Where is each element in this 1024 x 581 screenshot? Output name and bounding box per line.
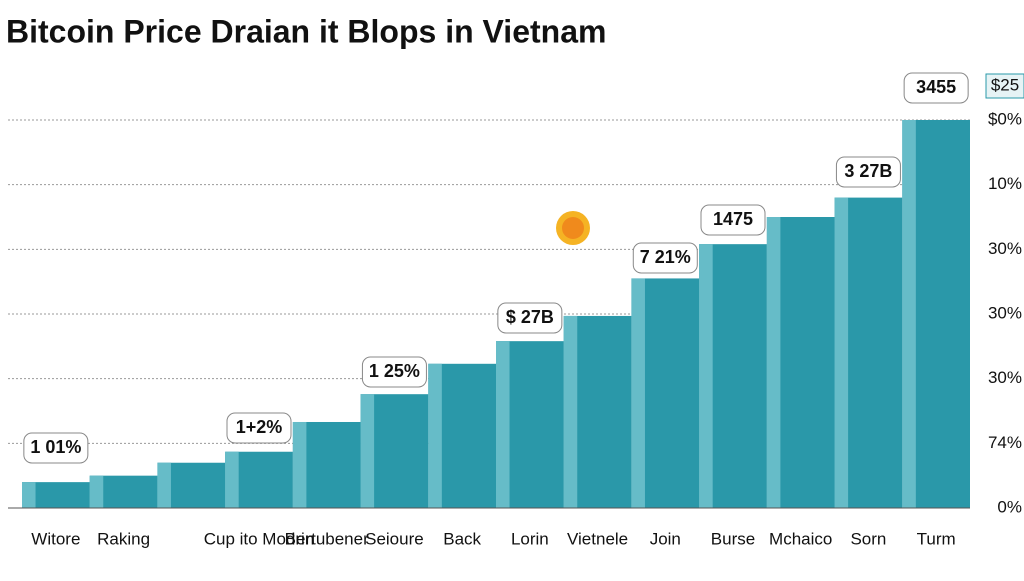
x-tick-label: Turm	[917, 529, 956, 548]
y-tick-label: $0%	[988, 109, 1022, 128]
x-tick-label: Mchaico	[769, 529, 832, 548]
x-tick-label: Bertubener	[285, 529, 369, 548]
bar-highlight	[292, 421, 307, 508]
annotation: $25	[991, 75, 1019, 94]
y-tick-label: 30%	[988, 368, 1022, 387]
bar-highlight	[157, 462, 171, 508]
bar-highlight	[834, 197, 849, 508]
bar-highlight	[22, 482, 36, 508]
x-tick-label: Burse	[711, 529, 755, 548]
annotation: 3455	[916, 77, 956, 97]
callout-box	[361, 356, 427, 388]
annotation: 7 21%	[640, 247, 691, 267]
callout-box	[632, 242, 698, 274]
y-tick-label: 30%	[988, 303, 1022, 322]
y-tick-label: 10%	[988, 174, 1022, 193]
bar-highlight	[766, 217, 781, 508]
annotation: 1 25%	[369, 361, 420, 381]
bar-highlight	[699, 244, 713, 508]
x-tick-label: Join	[650, 529, 681, 548]
annotation: 3 27B	[844, 161, 892, 181]
annotation: $ 27B	[506, 307, 554, 327]
x-tick-label: Lorin	[511, 529, 549, 548]
bar-highlight	[563, 315, 578, 508]
annotation: 1+2%	[236, 417, 283, 437]
x-tick-label: Raking	[97, 529, 150, 548]
y-tick-label: 0%	[997, 497, 1022, 516]
coin-icon-inner	[562, 217, 584, 239]
x-tick-label: Cup ito Modrin	[204, 529, 315, 548]
callout-box	[497, 302, 563, 334]
callout-box	[903, 72, 969, 104]
bar-highlight	[428, 363, 442, 508]
x-tick-label: Seioure	[365, 529, 424, 548]
callout-box	[700, 204, 766, 236]
bar-highlight	[360, 394, 375, 508]
callout-box	[226, 412, 292, 444]
y-tick-label: 74%	[988, 433, 1022, 452]
chart-title: Bitcoin Price Draian it Blops in Vietnam	[6, 13, 606, 49]
bar-highlight	[496, 341, 510, 508]
bar-highlight	[225, 451, 239, 508]
x-tick-label: Sorn	[850, 529, 886, 548]
x-tick-label: Vietnele	[567, 529, 628, 548]
x-tick-label: Witore	[31, 529, 80, 548]
annotation: 1 01%	[30, 437, 81, 457]
bar-highlight	[89, 475, 104, 508]
y-tick-label: 30%	[988, 239, 1022, 258]
callout-box	[835, 156, 901, 188]
callout-box	[23, 432, 89, 464]
annotation: 1475	[713, 209, 753, 229]
badge	[985, 73, 1024, 99]
x-tick-label: Back	[443, 529, 481, 548]
bar-highlight	[631, 278, 645, 508]
bar-highlight	[902, 120, 916, 508]
